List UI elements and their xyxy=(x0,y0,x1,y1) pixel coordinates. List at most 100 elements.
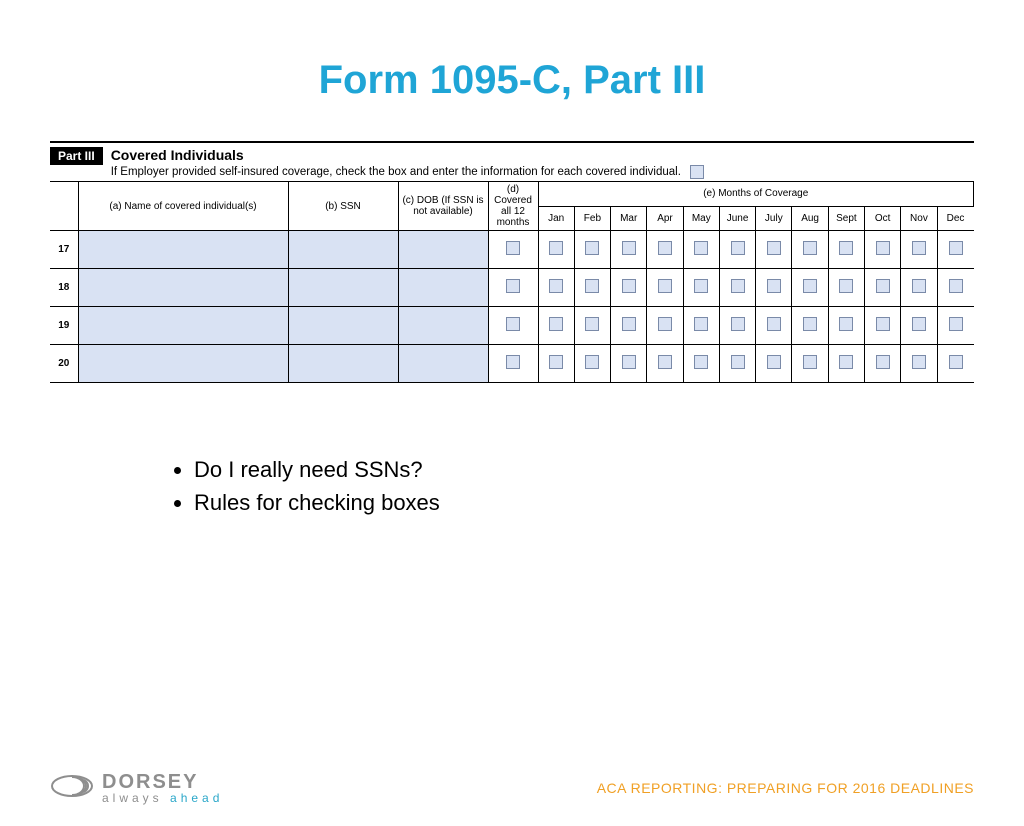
checkbox-icon[interactable] xyxy=(731,317,745,331)
cell-month[interactable] xyxy=(792,231,828,269)
checkbox-icon[interactable] xyxy=(549,279,563,293)
cell-month[interactable] xyxy=(937,269,973,307)
cell-month[interactable] xyxy=(937,345,973,383)
cell-month[interactable] xyxy=(647,269,683,307)
checkbox-icon[interactable] xyxy=(622,279,636,293)
checkbox-icon[interactable] xyxy=(549,317,563,331)
cell-name[interactable] xyxy=(78,345,288,383)
cell-month[interactable] xyxy=(683,269,719,307)
cell-month[interactable] xyxy=(683,345,719,383)
checkbox-icon[interactable] xyxy=(839,317,853,331)
cell-month[interactable] xyxy=(828,269,864,307)
checkbox-icon[interactable] xyxy=(585,317,599,331)
checkbox-icon[interactable] xyxy=(506,241,520,255)
checkbox-icon[interactable] xyxy=(912,279,926,293)
cell-month[interactable] xyxy=(792,345,828,383)
cell-ssn[interactable] xyxy=(288,269,398,307)
cell-month[interactable] xyxy=(574,269,610,307)
checkbox-icon[interactable] xyxy=(767,279,781,293)
cell-month[interactable] xyxy=(865,269,901,307)
checkbox-icon[interactable] xyxy=(839,241,853,255)
cell-month[interactable] xyxy=(901,231,937,269)
checkbox-icon[interactable] xyxy=(839,355,853,369)
cell-month[interactable] xyxy=(756,307,792,345)
cell-month[interactable] xyxy=(647,231,683,269)
cell-month[interactable] xyxy=(647,307,683,345)
cell-month[interactable] xyxy=(538,345,574,383)
cell-month[interactable] xyxy=(828,345,864,383)
cell-month[interactable] xyxy=(719,269,755,307)
cell-dob[interactable] xyxy=(398,307,488,345)
checkbox-icon[interactable] xyxy=(585,355,599,369)
checkbox-icon[interactable] xyxy=(694,317,708,331)
checkbox-icon[interactable] xyxy=(949,279,963,293)
cell-month[interactable] xyxy=(719,307,755,345)
checkbox-icon[interactable] xyxy=(731,355,745,369)
cell-covered-all[interactable] xyxy=(488,307,538,345)
cell-month[interactable] xyxy=(792,269,828,307)
cell-month[interactable] xyxy=(756,231,792,269)
cell-month[interactable] xyxy=(719,231,755,269)
cell-month[interactable] xyxy=(901,345,937,383)
checkbox-icon[interactable] xyxy=(803,279,817,293)
checkbox-icon[interactable] xyxy=(912,355,926,369)
checkbox-icon[interactable] xyxy=(658,317,672,331)
checkbox-icon[interactable] xyxy=(731,241,745,255)
cell-month[interactable] xyxy=(574,231,610,269)
checkbox-icon[interactable] xyxy=(912,241,926,255)
cell-ssn[interactable] xyxy=(288,231,398,269)
checkbox-icon[interactable] xyxy=(506,355,520,369)
checkbox-icon[interactable] xyxy=(549,355,563,369)
checkbox-icon[interactable] xyxy=(585,279,599,293)
cell-name[interactable] xyxy=(78,269,288,307)
cell-month[interactable] xyxy=(719,345,755,383)
checkbox-icon[interactable] xyxy=(506,279,520,293)
cell-month[interactable] xyxy=(756,269,792,307)
cell-dob[interactable] xyxy=(398,231,488,269)
checkbox-icon[interactable] xyxy=(912,317,926,331)
checkbox-icon[interactable] xyxy=(949,355,963,369)
checkbox-icon[interactable] xyxy=(839,279,853,293)
checkbox-icon[interactable] xyxy=(694,355,708,369)
checkbox-icon[interactable] xyxy=(622,317,636,331)
checkbox-icon[interactable] xyxy=(949,317,963,331)
cell-month[interactable] xyxy=(611,231,647,269)
cell-month[interactable] xyxy=(683,307,719,345)
cell-month[interactable] xyxy=(574,307,610,345)
cell-month[interactable] xyxy=(937,307,973,345)
cell-month[interactable] xyxy=(865,307,901,345)
checkbox-icon[interactable] xyxy=(876,355,890,369)
cell-month[interactable] xyxy=(901,269,937,307)
cell-name[interactable] xyxy=(78,307,288,345)
cell-month[interactable] xyxy=(611,307,647,345)
cell-month[interactable] xyxy=(538,231,574,269)
cell-month[interactable] xyxy=(611,269,647,307)
cell-name[interactable] xyxy=(78,231,288,269)
checkbox-icon[interactable] xyxy=(622,355,636,369)
checkbox-icon[interactable] xyxy=(949,241,963,255)
checkbox-icon[interactable] xyxy=(876,241,890,255)
checkbox-icon[interactable] xyxy=(658,355,672,369)
cell-month[interactable] xyxy=(538,307,574,345)
cell-month[interactable] xyxy=(937,231,973,269)
cell-ssn[interactable] xyxy=(288,307,398,345)
cell-covered-all[interactable] xyxy=(488,231,538,269)
checkbox-icon[interactable] xyxy=(803,241,817,255)
checkbox-icon[interactable] xyxy=(876,279,890,293)
checkbox-icon[interactable] xyxy=(767,355,781,369)
cell-month[interactable] xyxy=(901,307,937,345)
cell-month[interactable] xyxy=(792,307,828,345)
cell-ssn[interactable] xyxy=(288,345,398,383)
cell-covered-all[interactable] xyxy=(488,269,538,307)
cell-covered-all[interactable] xyxy=(488,345,538,383)
checkbox-icon[interactable] xyxy=(731,279,745,293)
checkbox-icon[interactable] xyxy=(658,279,672,293)
cell-month[interactable] xyxy=(538,269,574,307)
checkbox-icon[interactable] xyxy=(622,241,636,255)
cell-dob[interactable] xyxy=(398,345,488,383)
checkbox-icon[interactable] xyxy=(803,355,817,369)
cell-month[interactable] xyxy=(828,231,864,269)
checkbox-icon[interactable] xyxy=(506,317,520,331)
cell-dob[interactable] xyxy=(398,269,488,307)
checkbox-icon[interactable] xyxy=(694,241,708,255)
